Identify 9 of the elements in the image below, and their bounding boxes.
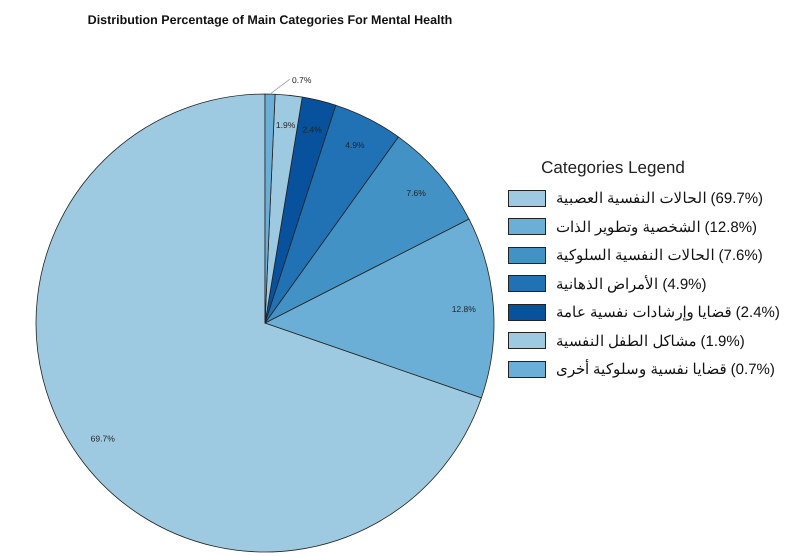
data-label: 2.4% <box>302 124 322 134</box>
data-label: 12.8% <box>452 304 476 314</box>
data-label: 1.9% <box>276 120 296 130</box>
legend-title: Categories Legend <box>540 158 686 178</box>
data-label: 4.9% <box>345 140 366 150</box>
chart-title: Distribution Percentage of Main Categories For Mental Health <box>88 13 452 27</box>
data-label: 7.6% <box>406 188 426 198</box>
data-label: 69.7% <box>90 434 116 444</box>
data-label: 0.7% <box>292 75 312 86</box>
